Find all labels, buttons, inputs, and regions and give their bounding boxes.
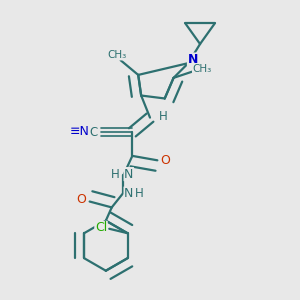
Text: H: H xyxy=(159,110,168,123)
Text: O: O xyxy=(160,154,170,167)
Text: ≡N: ≡N xyxy=(69,125,89,138)
Text: H: H xyxy=(135,187,144,200)
Text: N: N xyxy=(188,53,198,66)
Text: C: C xyxy=(89,126,97,139)
Text: CH₃: CH₃ xyxy=(107,50,127,60)
Text: O: O xyxy=(76,193,86,206)
Text: CH₃: CH₃ xyxy=(193,64,212,74)
Text: Cl: Cl xyxy=(95,221,107,234)
Text: N: N xyxy=(124,187,134,200)
Text: H: H xyxy=(111,168,120,181)
Text: N: N xyxy=(124,168,134,181)
